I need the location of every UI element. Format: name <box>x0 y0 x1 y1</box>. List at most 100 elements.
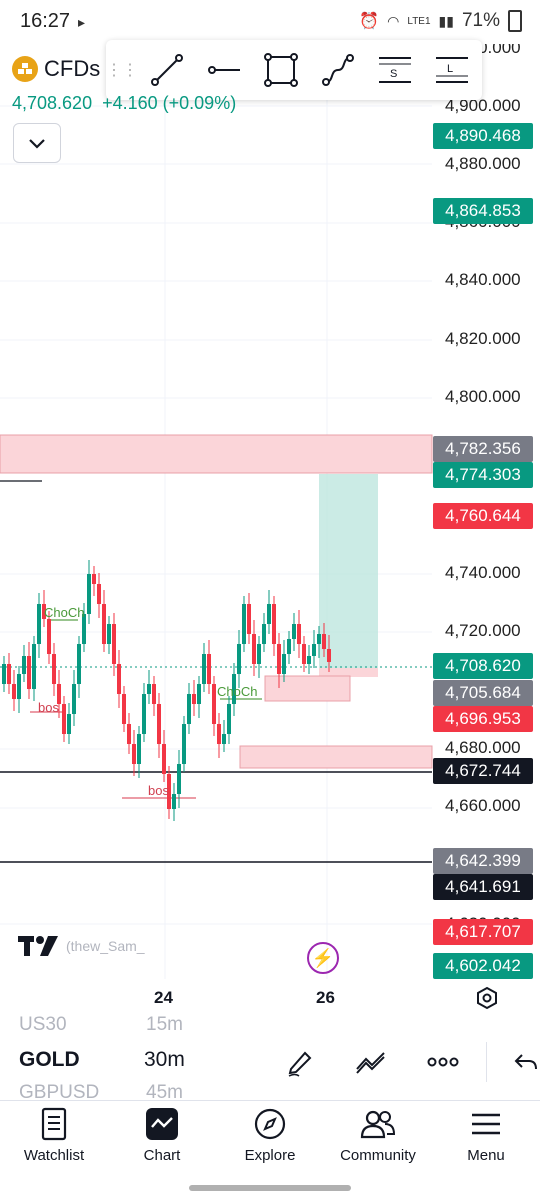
candle-body <box>282 654 286 674</box>
status-bar: 16:27 ▸ ⏰ ◠ LTE1 ▮▮ 71% <box>0 0 540 44</box>
next-symbol[interactable]: GBPUSD <box>19 1082 100 1103</box>
candle-body <box>17 674 21 699</box>
candle-body <box>227 704 231 734</box>
author-label: (thew_Sam_ <box>66 938 145 954</box>
chart-icon <box>146 1108 178 1140</box>
candle-body <box>92 574 96 584</box>
current-interval[interactable]: 30m <box>144 1048 185 1071</box>
more-options-button[interactable] <box>425 1044 461 1080</box>
chart-settings-icon[interactable] <box>475 986 499 1010</box>
candle-body <box>142 694 146 734</box>
lightning-icon[interactable]: ⚡ <box>307 942 339 974</box>
candle-body <box>187 694 191 724</box>
candle-body <box>47 619 51 654</box>
price-axis-label: 4,840.000 <box>445 270 521 289</box>
candle-body <box>82 614 86 644</box>
candle-body <box>147 684 151 694</box>
symbol-header[interactable]: CFDs <box>12 56 100 82</box>
indicators-button[interactable] <box>353 1044 389 1080</box>
price-axis-label: 4,900.000 <box>445 96 521 115</box>
candle-body <box>222 734 226 744</box>
last-price: 4,708.620 <box>12 93 93 113</box>
candle-body <box>257 644 261 664</box>
chevron-down-icon <box>29 139 45 149</box>
candle-body <box>207 654 211 684</box>
candle-body <box>152 684 156 704</box>
nav-watchlist[interactable]: Watchlist <box>2 1107 106 1177</box>
battery-icon <box>508 10 522 32</box>
nav-watchlist-label: Watchlist <box>23 1147 85 1164</box>
candle-body <box>317 634 321 644</box>
candle-body <box>272 604 276 644</box>
rectangle-tool-button[interactable] <box>252 40 309 100</box>
candle-body <box>297 624 301 644</box>
nav-chart[interactable]: Chart <box>110 1107 214 1177</box>
long-position-tool-button[interactable]: L <box>423 40 480 100</box>
watchlist-icon <box>41 1107 67 1141</box>
collapse-legend-button[interactable] <box>13 123 61 163</box>
chart-canvas[interactable]: ChoCh bos bos ChoCh <box>0 44 540 1019</box>
nav-explore[interactable]: Explore <box>218 1107 322 1177</box>
time-axis[interactable]: 24 26 <box>0 978 540 1020</box>
drawing-tools-button[interactable] <box>282 1044 318 1080</box>
candle-body <box>192 694 196 704</box>
nav-community-label: Community <box>340 1147 416 1164</box>
nav-menu[interactable]: Menu <box>434 1107 538 1177</box>
bottom-navigation: Watchlist Chart Explore Community Menu <box>0 1100 540 1200</box>
price-axis-label: 4,820.000 <box>445 329 521 348</box>
tradingview-logo-icon <box>18 936 58 956</box>
undo-button[interactable] <box>508 1044 540 1080</box>
candle-body <box>307 656 311 664</box>
path-tool-button[interactable] <box>309 40 366 100</box>
price-badge: 4,760.644 <box>433 503 533 529</box>
instrument-bar: US30 15m GOLD 30m GBPUSD 45m <box>0 1014 540 1103</box>
candle-body <box>7 664 11 684</box>
candle-body <box>262 624 266 644</box>
price-axis-label: 4,740.000 <box>445 563 521 582</box>
candle-body <box>27 656 31 689</box>
next-interval[interactable]: 45m <box>146 1082 183 1103</box>
candle-body <box>37 604 41 644</box>
home-indicator[interactable] <box>189 1185 351 1191</box>
trendline-icon <box>150 54 183 86</box>
price-badge: 4,782.356 <box>433 436 533 462</box>
pencil-icon <box>288 1051 312 1077</box>
trendline-tool-button[interactable] <box>138 40 195 100</box>
candle-body <box>32 644 36 689</box>
nav-community[interactable]: Community <box>326 1107 430 1177</box>
candle-body <box>177 764 181 794</box>
candle-body <box>107 624 111 644</box>
more-dots-icon <box>427 1057 459 1067</box>
candle-body <box>267 604 271 624</box>
prev-symbol[interactable]: US30 <box>19 1014 67 1035</box>
short-position-tool-button[interactable]: S <box>366 40 423 100</box>
prev-interval[interactable]: 15m <box>146 1014 183 1035</box>
candle-body <box>167 774 171 809</box>
supply-zone <box>0 434 433 474</box>
price-badge: 4,864.853 <box>433 198 533 224</box>
choch-label-1: ChoCh <box>44 605 84 620</box>
price-badge: 4,696.953 <box>433 706 533 732</box>
demand-zone-large <box>239 745 433 769</box>
candle-body <box>77 644 81 684</box>
price-badge: 4,641.691 <box>433 874 533 900</box>
chart-area[interactable]: ChoCh bos bos ChoCh 4,920.000 4,900.000 4,… <box>0 44 540 1019</box>
alarm-icon: ⏰ <box>359 13 380 30</box>
drag-handle-icon[interactable]: ⋮⋮ <box>106 62 138 79</box>
network-label: LTE1 <box>407 15 431 27</box>
horizontal-ray-tool-button[interactable] <box>195 40 252 100</box>
candle-body <box>122 694 126 724</box>
current-symbol[interactable]: GOLD <box>19 1048 80 1071</box>
candle-body <box>277 644 281 674</box>
candle-body <box>242 604 246 644</box>
gold-logo-icon <box>12 56 38 82</box>
short-position-icon: S <box>378 57 411 83</box>
candle-body <box>67 714 71 734</box>
status-time: 16:27 <box>20 10 71 32</box>
demand-zone-small <box>264 675 351 702</box>
choch-label-2: ChoCh <box>217 684 257 699</box>
candle-body <box>57 684 61 704</box>
rectangle-icon <box>263 53 298 87</box>
nav-menu-label: Menu <box>467 1147 505 1164</box>
stop-loss-zone <box>319 668 378 677</box>
